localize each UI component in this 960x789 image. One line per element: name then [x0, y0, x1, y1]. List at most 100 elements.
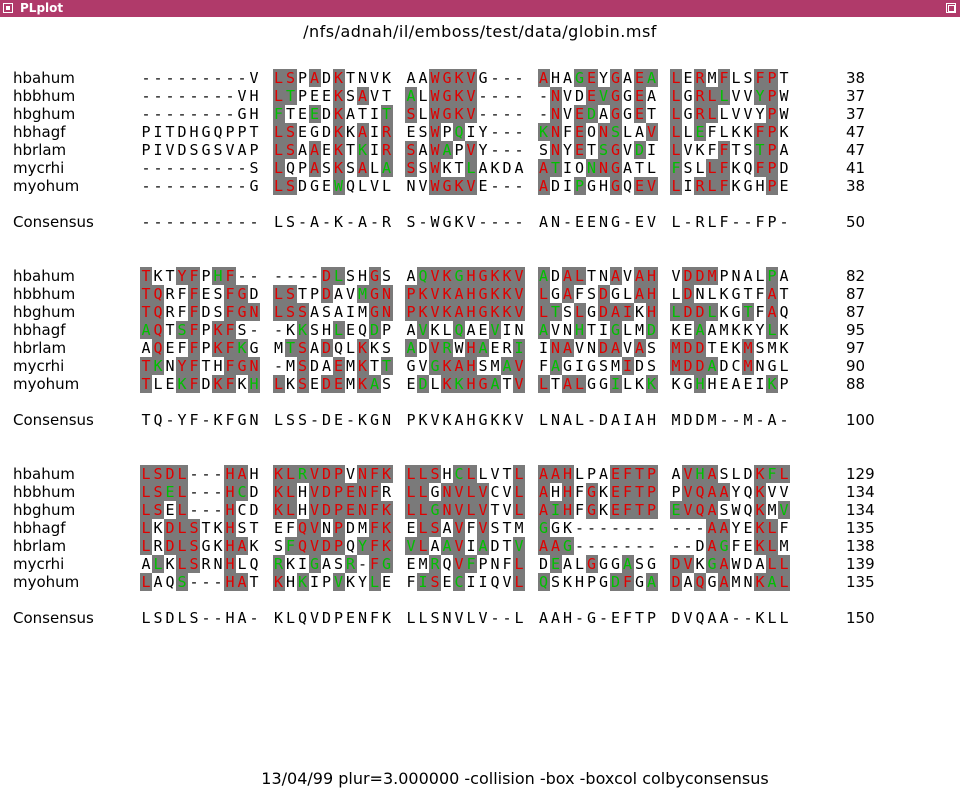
consensus-residue: S — [285, 213, 296, 231]
residue: T — [743, 285, 753, 303]
residue: Y — [357, 573, 368, 591]
residue: L — [670, 303, 682, 321]
residue: N — [213, 555, 223, 573]
residue: D — [249, 501, 259, 519]
residue: F — [621, 483, 634, 501]
residue: S — [743, 69, 753, 87]
residue: A — [333, 285, 344, 303]
residue: V — [477, 501, 489, 519]
consensus-residue: K — [755, 609, 765, 627]
residue: A — [441, 141, 453, 159]
residue: K — [501, 267, 513, 285]
residue: S — [321, 159, 332, 177]
residue: Y — [598, 69, 609, 87]
residue: I — [538, 339, 549, 357]
residue: - — [165, 87, 175, 105]
residue: W — [429, 123, 441, 141]
residue: V — [562, 87, 573, 105]
residue: H — [550, 483, 561, 501]
residue: K — [417, 285, 429, 303]
residue: - — [634, 537, 645, 555]
residue: A — [549, 357, 562, 375]
residue: V — [489, 321, 501, 339]
residue: L — [706, 105, 718, 123]
residue: P — [201, 321, 211, 339]
residue: K — [380, 465, 393, 483]
residue: H — [645, 267, 658, 285]
residue: A — [634, 123, 645, 141]
residue: - — [213, 159, 223, 177]
residue: P — [454, 141, 464, 159]
consensus-residue: V — [466, 213, 476, 231]
consensus-residue: L — [671, 213, 681, 231]
residue: R — [165, 303, 175, 321]
residue: W — [429, 177, 441, 195]
residue: C — [453, 465, 465, 483]
window-menu-icon[interactable] — [3, 3, 13, 13]
residue: P — [332, 537, 345, 555]
residue: M — [356, 285, 369, 303]
consensus-residue: - — [719, 411, 729, 429]
residue: N — [695, 285, 705, 303]
residue: Q — [285, 159, 296, 177]
residue: F — [177, 285, 187, 303]
consensus-residue: W — [430, 213, 440, 231]
residue: A — [405, 87, 417, 105]
residue: M — [742, 357, 754, 375]
residue: A — [561, 375, 574, 393]
residue: T — [381, 87, 392, 105]
consensus-residue: R — [381, 213, 392, 231]
residue: S — [418, 123, 428, 141]
residue: T — [586, 141, 597, 159]
consensus-residue: - — [779, 213, 789, 231]
residue: G — [573, 69, 586, 87]
residue: - — [309, 267, 320, 285]
residue: T — [549, 159, 562, 177]
residue: H — [248, 375, 260, 393]
residue: L — [140, 501, 152, 519]
residue: L — [670, 105, 682, 123]
residue: T — [284, 87, 297, 105]
residue: G — [368, 285, 381, 303]
plot-footer: 13/04/99 plur=3.000000 -collision -box -… — [261, 769, 769, 788]
residue: V — [308, 483, 321, 501]
residue: I — [598, 321, 609, 339]
residue: - — [177, 69, 187, 87]
residue: H — [224, 501, 236, 519]
residue: V — [743, 87, 753, 105]
residue: D — [538, 555, 549, 573]
residue: G — [201, 123, 211, 141]
residue: G — [537, 519, 550, 537]
residue: Y — [755, 321, 765, 339]
residue: S — [284, 123, 297, 141]
residue: V — [332, 573, 345, 591]
residue: D — [320, 285, 333, 303]
residue: R — [429, 555, 441, 573]
residue: A — [706, 465, 718, 483]
residue: K — [249, 537, 259, 555]
residue: N — [586, 339, 597, 357]
residue: L — [537, 285, 550, 303]
residue: S — [213, 141, 223, 159]
residue: S — [609, 123, 622, 141]
residue: R — [441, 339, 453, 357]
residue: F — [224, 339, 236, 357]
residue: - — [502, 141, 512, 159]
consensus-residue: - — [201, 213, 211, 231]
residue: V — [513, 267, 525, 285]
residue: E — [609, 483, 622, 501]
consensus-residue: H — [466, 411, 476, 429]
residue: L — [778, 573, 790, 591]
residue: - — [574, 519, 585, 537]
residue: - — [213, 87, 223, 105]
consensus-residue: - — [502, 609, 512, 627]
residue: S — [152, 483, 164, 501]
maximize-icon[interactable] — [946, 3, 956, 13]
residue: A — [321, 555, 332, 573]
residue: O — [586, 123, 597, 141]
window-titlebar[interactable]: PLplot — [0, 0, 960, 17]
residue: M — [490, 357, 500, 375]
residue: K — [380, 519, 393, 537]
residue: V — [622, 141, 633, 159]
consensus-position: 100 — [846, 411, 875, 429]
